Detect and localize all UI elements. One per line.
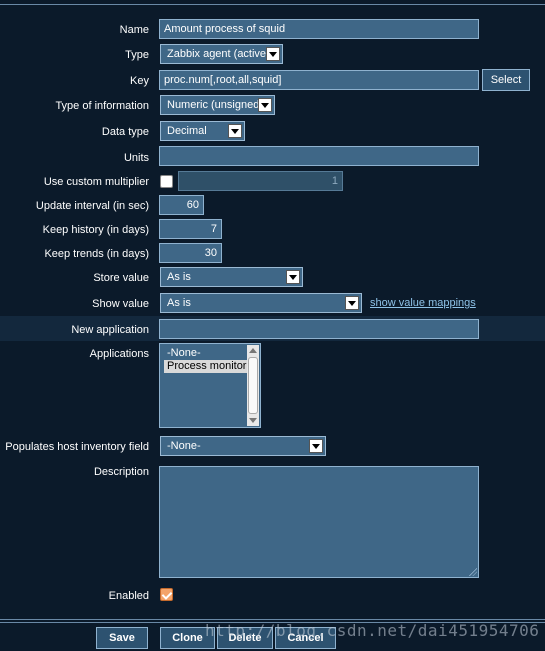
keep-history-input[interactable]: 7 (159, 219, 222, 239)
chevron-down-icon (345, 296, 359, 310)
inventory-field-value: -None- (167, 440, 201, 452)
key-input[interactable]: proc.num[,root,all,squid] (159, 70, 479, 90)
new-application-label: New application (71, 324, 149, 336)
keep-trends-label: Keep trends (in days) (44, 248, 149, 260)
name-label: Name (119, 24, 149, 36)
chevron-down-icon (258, 98, 272, 112)
custom-multiplier-input[interactable]: 1 (178, 171, 343, 191)
list-item[interactable]: Process monitor (164, 360, 250, 373)
type-of-information-label: Type of information (55, 100, 149, 112)
watermark: http://blog.csdn.net/dai451954706 (205, 621, 540, 640)
inventory-field-select[interactable]: -None- (160, 436, 326, 456)
keep-history-label: Keep history (in days) (42, 224, 149, 236)
applications-scrollbar[interactable] (247, 345, 259, 426)
units-label: Units (123, 152, 149, 164)
new-application-input[interactable] (159, 319, 479, 339)
custom-multiplier-checkbox[interactable] (160, 175, 173, 188)
update-interval-label: Update interval (in sec) (35, 200, 149, 212)
store-value-value: As is (167, 271, 191, 283)
scroll-down-icon[interactable] (249, 418, 257, 423)
custom-multiplier-label: Use custom multiplier (43, 176, 149, 188)
cancel-button[interactable]: Cancel (275, 627, 336, 649)
keep-trends-input[interactable]: 30 (159, 243, 222, 263)
chevron-down-icon (309, 439, 323, 453)
units-input[interactable] (159, 146, 479, 166)
clone-button[interactable]: Clone (160, 627, 215, 649)
show-value-select[interactable]: As is (160, 293, 362, 313)
show-value-mappings-link[interactable]: show value mappings (370, 297, 476, 309)
delete-button[interactable]: Delete (217, 627, 273, 649)
select-key-button[interactable]: Select (482, 69, 530, 91)
update-interval-input[interactable]: 60 (159, 195, 204, 215)
scroll-thumb[interactable] (248, 357, 258, 414)
type-of-information-select[interactable]: Numeric (unsigned) (160, 95, 275, 115)
list-item[interactable]: -None- (167, 347, 201, 359)
type-label: Type (125, 49, 149, 61)
store-value-select[interactable]: As is (160, 267, 303, 287)
save-button[interactable]: Save (96, 627, 148, 649)
resize-grip-icon[interactable] (469, 568, 477, 576)
chevron-down-icon (228, 124, 242, 138)
store-value-label: Store value (93, 272, 149, 284)
description-label: Description (93, 466, 149, 478)
top-border (0, 0, 545, 5)
data-type-select[interactable]: Decimal (160, 121, 245, 141)
type-select[interactable]: Zabbix agent (active) (160, 44, 283, 64)
type-of-information-value: Numeric (unsigned) (167, 99, 263, 111)
chevron-down-icon (286, 270, 300, 284)
data-type-label: Data type (101, 126, 149, 138)
enabled-checkbox[interactable] (160, 588, 173, 601)
show-value-value: As is (167, 297, 191, 309)
name-input[interactable]: Amount process of squid (159, 19, 479, 39)
footer-divider (0, 619, 545, 623)
data-type-value: Decimal (167, 125, 207, 137)
applications-listbox[interactable]: -None- Process monitor (159, 343, 261, 428)
show-value-label: Show value (92, 298, 149, 310)
key-label: Key (130, 75, 149, 87)
applications-label: Applications (89, 348, 149, 360)
scroll-up-icon[interactable] (249, 348, 257, 353)
inventory-field-label: Populates host inventory field (5, 441, 149, 453)
description-textarea[interactable] (159, 466, 479, 578)
enabled-label: Enabled (108, 590, 149, 602)
chevron-down-icon (266, 47, 280, 61)
type-select-value: Zabbix agent (active) (167, 48, 270, 60)
